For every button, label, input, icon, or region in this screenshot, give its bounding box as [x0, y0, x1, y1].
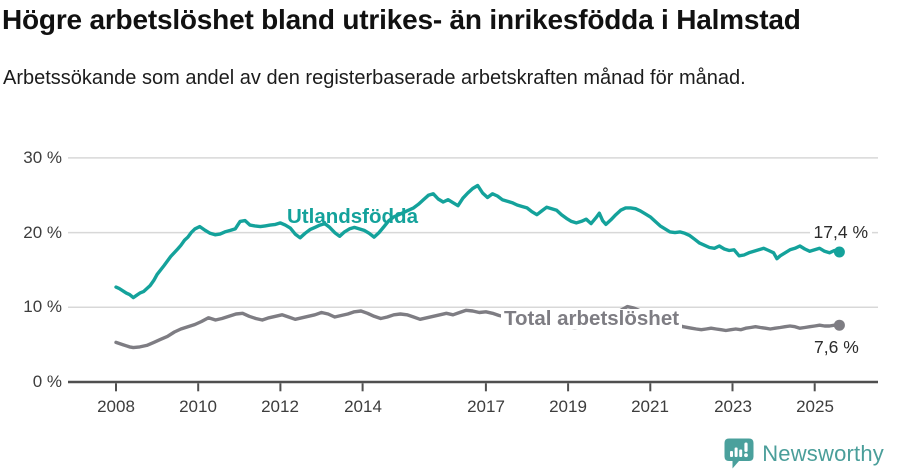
newsworthy-logo-icon — [724, 438, 754, 469]
chart-title: Högre arbetslöshet bland utrikes- än inr… — [2, 4, 801, 35]
y-tick-label: 20 % — [23, 223, 62, 242]
series-line-total — [114, 304, 842, 350]
y-tick-label: 10 % — [23, 297, 62, 316]
y-tick-label: 30 % — [23, 148, 62, 167]
y-tick-label: 0 % — [32, 372, 62, 391]
plot-area — [68, 157, 878, 392]
newsworthy-brand-footer[interactable]: Newsworthy — [724, 437, 884, 471]
x-tick-label: 2014 — [344, 397, 382, 416]
series-label-total-arbetsloshet: Total arbetslöshet — [501, 308, 683, 329]
x-tick-label: 2012 — [261, 397, 299, 416]
x-tick-label: 2017 — [467, 397, 505, 416]
x-tick-label: 2021 — [631, 397, 669, 416]
chart-subtitle: Arbetssökande som andel av den registerb… — [3, 67, 746, 89]
brand-name: Newsworthy — [762, 441, 884, 466]
series-end-dot-utlandsfodda — [833, 246, 845, 258]
x-tick-label: 2025 — [796, 397, 834, 416]
series-end-dot-total — [833, 319, 845, 331]
x-tick-label: 2023 — [714, 397, 752, 416]
series-line-utlandsfodda — [114, 183, 842, 300]
series-label-utlandsfodda: Utlandsfödda — [287, 205, 418, 228]
x-tick-label: 2010 — [179, 397, 217, 416]
x-tick-label: 2019 — [549, 397, 587, 416]
end-value-label-utlandsfodda: 17,4 % — [809, 221, 872, 244]
line-chart: 0 % 10 % 20 % 30 % 2008 2010 2012 2014 2017 2019… — [0, 145, 900, 474]
x-tick-label: 2008 — [97, 397, 135, 416]
end-value-label-total: 7,6 % — [814, 337, 859, 357]
